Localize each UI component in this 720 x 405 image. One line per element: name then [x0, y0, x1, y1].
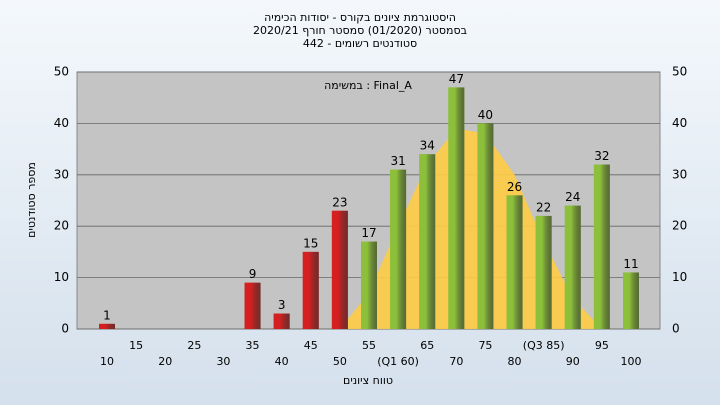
- annotation: במשימה : Final_A: [324, 79, 412, 92]
- bar-shade: [99, 323, 115, 329]
- x-tick-label: 90: [566, 355, 580, 368]
- x-tick-label: (Q3 85): [523, 339, 565, 352]
- y-tick-label: 10: [54, 270, 69, 284]
- data-label: 40: [478, 108, 493, 122]
- data-label: 15: [303, 236, 318, 250]
- y2-tick-label: 30: [672, 167, 687, 181]
- data-label: 1: [103, 308, 111, 322]
- y-tick-label: 50: [54, 65, 69, 79]
- bar-shade: [302, 251, 319, 329]
- x-tick-label: 15: [129, 339, 143, 352]
- data-label: 26: [507, 180, 522, 194]
- y-tick-label: 20: [54, 219, 69, 233]
- bar-shade: [331, 210, 348, 329]
- x-tick-label: 50: [333, 355, 347, 368]
- data-label: 23: [332, 195, 347, 209]
- data-label: 31: [390, 154, 405, 168]
- bar-shade: [506, 195, 523, 329]
- x-tick-label: 80: [508, 355, 522, 368]
- data-label: 22: [536, 200, 551, 214]
- x-tick-label: 100: [621, 355, 642, 368]
- bar-shade: [564, 205, 581, 329]
- x-tick-label: 45: [304, 339, 318, 352]
- x-tick-label: (Q1 60): [377, 355, 419, 368]
- title-line: סטודנטים רשומים - 442: [303, 37, 417, 50]
- data-label: 3: [278, 298, 286, 312]
- bar-shade: [448, 87, 465, 329]
- x-tick-label: 95: [595, 339, 609, 352]
- x-tick-label: 30: [216, 355, 230, 368]
- bar-shade: [244, 282, 261, 329]
- y2-tick-label: 20: [672, 219, 687, 233]
- data-label: 17: [361, 226, 376, 240]
- x-tick-label: 65: [420, 339, 434, 352]
- title-line: בסמסטר (01/2020) סמסטר חורף 2020/21: [253, 24, 467, 37]
- x-tick-label: 25: [187, 339, 201, 352]
- bar-shade: [273, 313, 290, 329]
- y-axis-label: מספר סטודנטים: [25, 162, 38, 238]
- y2-tick-label: 50: [672, 65, 687, 79]
- bar-shade: [623, 272, 639, 329]
- y2-tick-label: 10: [672, 270, 687, 284]
- x-axis-label: טווח ציונים: [343, 374, 393, 387]
- bar-shade: [593, 164, 610, 329]
- data-label: 11: [623, 257, 638, 271]
- title-line: היסטוגרמת ציונים בקורס - יסודות הכימיה: [264, 11, 456, 24]
- x-tick-label: 10: [100, 355, 114, 368]
- x-tick-label: 40: [275, 355, 289, 368]
- bar-shade: [390, 169, 407, 329]
- x-tick-label: 35: [246, 339, 260, 352]
- x-tick-label: 20: [158, 355, 172, 368]
- bar-shade: [361, 241, 377, 329]
- bar-shade: [419, 154, 436, 329]
- y-tick-label: 40: [54, 116, 69, 130]
- y-tick-label: 30: [54, 167, 69, 181]
- y2-tick-label: 0: [672, 322, 680, 336]
- data-label: 47: [449, 72, 464, 86]
- data-label: 9: [249, 267, 257, 281]
- data-label: 32: [594, 149, 609, 163]
- data-label: 24: [565, 190, 580, 204]
- x-tick-label: 70: [449, 355, 463, 368]
- y2-tick-label: 40: [672, 116, 687, 130]
- bar-shade: [477, 123, 494, 330]
- x-tick-label: 75: [478, 339, 492, 352]
- bar-shade: [535, 215, 552, 329]
- x-tick-label: 55: [362, 339, 376, 352]
- data-label: 34: [420, 139, 435, 153]
- y-tick-label: 0: [61, 322, 69, 336]
